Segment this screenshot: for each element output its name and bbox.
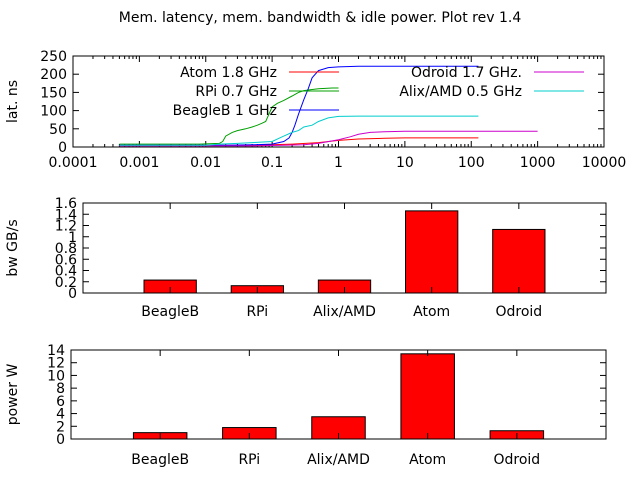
y-tick-label: 12 bbox=[47, 356, 65, 372]
legend-label: BeagleB 1 GHz bbox=[173, 103, 277, 119]
legend-label: RPi 0.7 GHz bbox=[195, 84, 277, 100]
category-label: BeagleB bbox=[131, 452, 189, 468]
y-tick-label: 1.4 bbox=[55, 207, 77, 223]
category-label: RPi bbox=[238, 452, 260, 468]
y-axis-label: lat. ns bbox=[5, 80, 21, 123]
y-tick-label: 1.2 bbox=[55, 219, 77, 235]
bandwidth-panel: 00.20.40.60.811.21.41.6 BeagleB RPi Alix/AM… bbox=[5, 196, 607, 320]
plot-frame bbox=[72, 55, 605, 148]
category-label: Atom bbox=[409, 452, 446, 468]
x-tick-label: 10 bbox=[396, 155, 414, 171]
y-tick-label: 0 bbox=[56, 432, 65, 448]
bar bbox=[492, 228, 546, 294]
y-tick-label: 100 bbox=[40, 104, 67, 120]
y-tick-label: 1 bbox=[68, 230, 77, 246]
y-tick-label: 1.6 bbox=[55, 196, 77, 212]
y-tick-label: 150 bbox=[40, 85, 67, 101]
y-tick-label: 200 bbox=[40, 67, 67, 83]
y-tick-label: 8 bbox=[56, 381, 65, 397]
y-tick-label: 0 bbox=[68, 286, 77, 302]
category-label: BeagleB bbox=[141, 304, 199, 320]
legend-label: Atom 1.8 GHz bbox=[180, 65, 277, 81]
x-tick-label: 0.1 bbox=[261, 155, 283, 171]
x-tick-label: 0.01 bbox=[190, 155, 221, 171]
y-axis-label: bw GB/s bbox=[5, 219, 21, 276]
y-tick-label: 250 bbox=[40, 49, 67, 65]
y-tick-label: 0.6 bbox=[55, 252, 77, 268]
x-tick-label: 1 bbox=[334, 155, 343, 171]
legend-label: Odroid 1.7 GHz. bbox=[411, 65, 522, 81]
y-axis-label: power W bbox=[5, 364, 21, 426]
y-tick-label: 0 bbox=[58, 140, 67, 156]
y-tick-label: 14 bbox=[47, 343, 65, 359]
series-line bbox=[119, 115, 479, 146]
bar bbox=[400, 353, 455, 440]
y-tick-label: 0.8 bbox=[55, 241, 77, 257]
x-tick-label: 1000 bbox=[520, 155, 556, 171]
category-label: Alix/AMD bbox=[307, 452, 370, 468]
category-label: RPi bbox=[246, 304, 268, 320]
y-tick-label: 2 bbox=[56, 419, 65, 435]
latency-panel: 0 50 100 150 200 250 0.0001 0.001 0.01 0.1 1 10 100 1… bbox=[5, 49, 626, 171]
y-tick-label: 0.2 bbox=[55, 275, 77, 291]
series-line bbox=[119, 130, 538, 147]
legend-label: Alix/AMD 0.5 GHz bbox=[399, 84, 522, 100]
x-tick-label: 0.001 bbox=[119, 155, 159, 171]
x-tick-label: 10000 bbox=[582, 155, 627, 171]
y-tick-label: 10 bbox=[47, 368, 65, 384]
series-line bbox=[119, 65, 479, 146]
category-label: Atom bbox=[413, 304, 450, 320]
y-tick-label: 50 bbox=[49, 122, 67, 138]
chart-title: Mem. latency, mem. bandwidth & idle powe… bbox=[119, 10, 522, 26]
y-tick-label: 4 bbox=[56, 407, 65, 423]
category-label: Odroid bbox=[495, 304, 542, 320]
y-tick-label: 0.4 bbox=[55, 264, 77, 280]
y-tick-label: 6 bbox=[56, 394, 65, 410]
category-label: Odroid bbox=[493, 452, 540, 468]
x-tick-label: 100 bbox=[458, 155, 485, 171]
category-label: Alix/AMD bbox=[313, 304, 376, 320]
x-tick-label: 0.0001 bbox=[49, 155, 98, 171]
bar bbox=[405, 210, 459, 294]
